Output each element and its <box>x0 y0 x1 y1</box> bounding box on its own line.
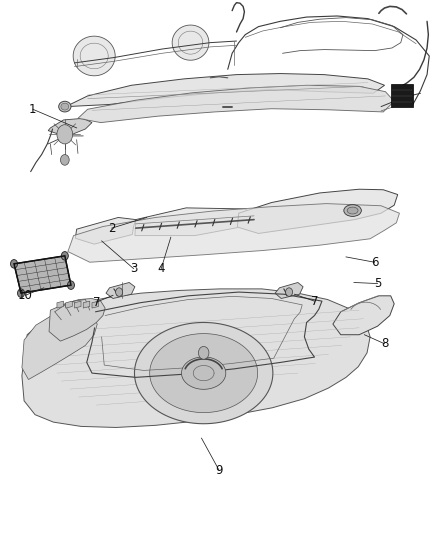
Ellipse shape <box>347 207 358 214</box>
Circle shape <box>67 281 74 289</box>
Polygon shape <box>48 118 92 134</box>
Circle shape <box>57 125 73 144</box>
Text: 9: 9 <box>215 464 223 477</box>
FancyBboxPatch shape <box>391 84 413 107</box>
Text: 1: 1 <box>29 103 37 116</box>
Polygon shape <box>275 282 303 298</box>
Circle shape <box>61 252 68 260</box>
Polygon shape <box>22 310 97 379</box>
Polygon shape <box>181 357 226 389</box>
Text: 6: 6 <box>371 256 378 269</box>
Text: 4: 4 <box>157 262 165 275</box>
Polygon shape <box>135 208 258 236</box>
Polygon shape <box>22 289 370 427</box>
Circle shape <box>116 288 123 296</box>
Polygon shape <box>57 301 64 308</box>
Polygon shape <box>14 256 71 293</box>
Ellipse shape <box>61 103 69 110</box>
Polygon shape <box>83 301 90 308</box>
Polygon shape <box>172 25 209 60</box>
Polygon shape <box>333 296 394 335</box>
Circle shape <box>11 260 18 268</box>
Text: 7: 7 <box>92 296 100 309</box>
Polygon shape <box>150 334 258 413</box>
Text: 7: 7 <box>311 295 318 308</box>
Polygon shape <box>134 322 273 424</box>
Polygon shape <box>237 189 398 233</box>
Circle shape <box>286 288 293 296</box>
Polygon shape <box>92 301 99 308</box>
Polygon shape <box>66 301 72 308</box>
Polygon shape <box>68 204 399 262</box>
Text: 5: 5 <box>374 277 381 290</box>
Polygon shape <box>78 85 394 123</box>
Polygon shape <box>75 217 136 244</box>
Polygon shape <box>49 298 105 341</box>
Circle shape <box>198 346 209 359</box>
Text: 3: 3 <box>130 262 137 275</box>
Circle shape <box>18 289 25 297</box>
Polygon shape <box>73 36 115 76</box>
Text: 8: 8 <box>381 337 388 350</box>
Polygon shape <box>106 282 135 298</box>
Ellipse shape <box>344 205 361 216</box>
Ellipse shape <box>59 101 71 112</box>
Polygon shape <box>66 74 385 107</box>
Text: 2: 2 <box>108 222 116 235</box>
Circle shape <box>60 155 69 165</box>
Polygon shape <box>74 301 81 308</box>
Text: 10: 10 <box>18 289 33 302</box>
